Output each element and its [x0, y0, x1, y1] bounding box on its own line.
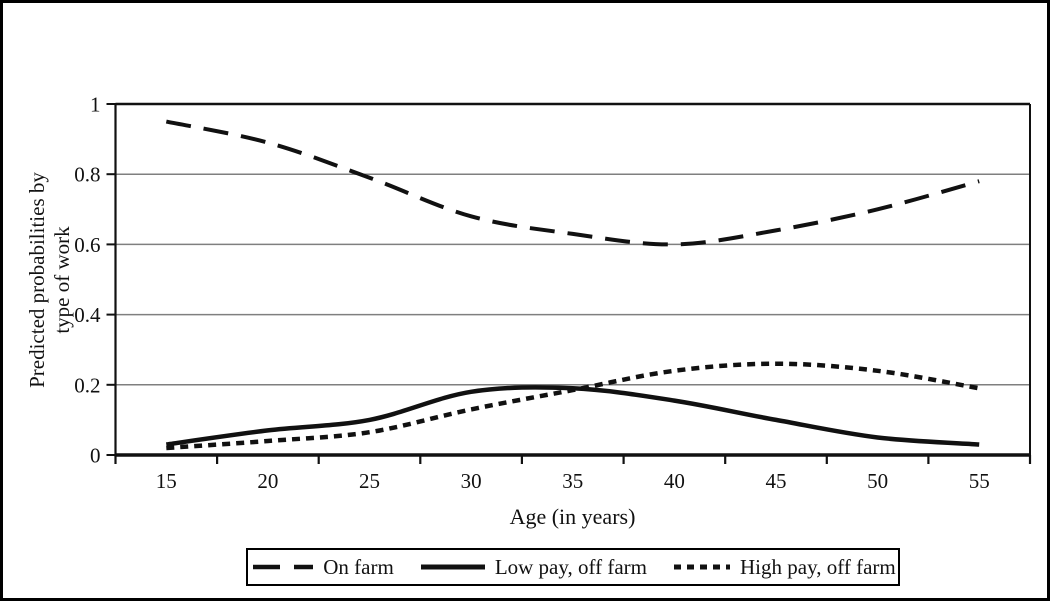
x-tick-label: 20 [257, 469, 278, 493]
x-tick-label: 35 [562, 469, 583, 493]
legend-sample-dotted-line-icon [674, 564, 731, 570]
series-line-low-pay-off-farm [165, 385, 980, 447]
legend-item-low-pay-off-farm: Low pay, off farm [418, 555, 647, 580]
x-tick-label: 25 [359, 469, 380, 493]
series-line-on-farm [165, 119, 980, 247]
legend-sample-solid-line-icon [420, 564, 485, 570]
x-tick-label: 50 [867, 469, 888, 493]
y-tick-label: 0 [90, 444, 101, 468]
legend: On farm Low pay, off farm High pay, off … [246, 548, 900, 586]
legend-label: On farm [323, 554, 394, 579]
legend-label: High pay, off farm [740, 554, 896, 579]
series-line-high-pay-off-farm [166, 361, 980, 451]
x-axis-title: Age (in years) [509, 504, 636, 529]
x-tick-label: 30 [461, 469, 482, 493]
legend-item-high-pay-off-farm: High pay, off farm [671, 555, 896, 580]
y-tick-label: 0.2 [74, 373, 100, 397]
line-chart-canvas: 0 0.2 0.4 0.6 0.8 1 15 20 25 30 35 40 45 50 55 [74, 93, 1032, 493]
y-axis-title-line2: type of work [50, 226, 74, 334]
legend-label: Low pay, off farm [494, 554, 648, 579]
y-tick-label: 1 [90, 93, 101, 117]
y-axis-title-line1: Predicted probabilities by [25, 172, 49, 388]
y-axis-title: Predicted probabilities by type of work [25, 172, 75, 388]
x-tick-label: 55 [969, 469, 990, 493]
y-tick-label: 0.8 [74, 163, 100, 187]
legend-sample-long-dash-icon [253, 564, 314, 570]
x-tick-label: 15 [156, 469, 177, 493]
y-tick-label: 0.4 [74, 303, 101, 327]
x-tick-label: 40 [664, 469, 685, 493]
legend-item-on-farm: On farm [250, 555, 394, 580]
y-tick-label: 0.6 [74, 233, 100, 257]
x-tick-label: 45 [766, 469, 787, 493]
